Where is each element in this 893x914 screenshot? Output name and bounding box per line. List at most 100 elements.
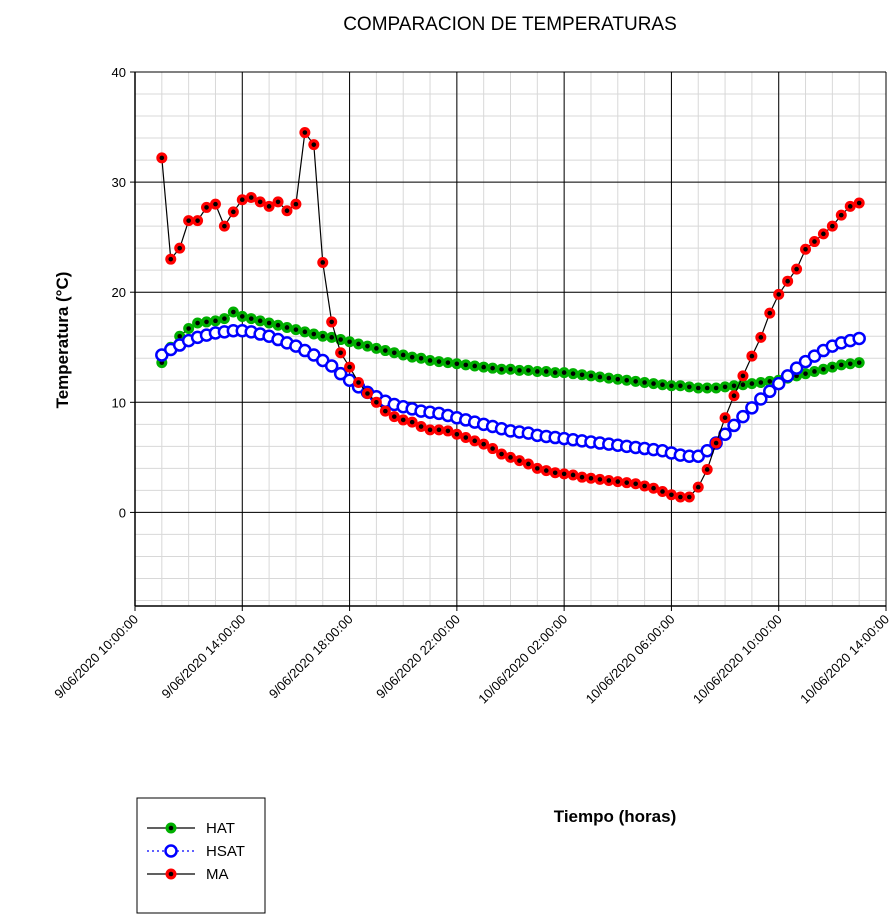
marker-inner — [722, 415, 728, 421]
marker-inner — [293, 201, 299, 207]
marker-inner — [785, 278, 790, 284]
marker — [648, 482, 660, 494]
marker-inner — [231, 209, 236, 215]
marker — [656, 485, 668, 497]
marker-inner — [561, 370, 567, 375]
marker-inner — [213, 201, 218, 207]
marker — [603, 474, 615, 486]
marker-inner — [239, 197, 245, 203]
marker — [165, 253, 177, 265]
marker-inner — [239, 314, 245, 319]
marker-inner — [543, 369, 549, 374]
marker-inner — [570, 472, 576, 478]
marker-inner — [213, 318, 218, 324]
marker — [817, 363, 829, 375]
marker — [603, 372, 615, 384]
marker — [630, 375, 642, 387]
marker-inner — [445, 428, 451, 434]
marker-inner — [579, 474, 585, 480]
marker — [263, 200, 275, 212]
marker-inner — [222, 316, 227, 321]
marker-inner — [481, 364, 486, 370]
marker-inner — [687, 384, 692, 390]
legend-marker — [164, 844, 178, 858]
marker — [281, 205, 293, 217]
marker — [612, 476, 624, 488]
marker — [388, 347, 400, 359]
marker-inner — [365, 343, 370, 349]
marker-inner — [257, 318, 263, 324]
marker — [719, 381, 731, 393]
marker-inner — [526, 461, 531, 467]
marker-inner — [472, 363, 478, 369]
marker — [540, 365, 552, 377]
marker — [433, 356, 445, 368]
marker-inner — [651, 381, 656, 386]
marker-inner — [177, 333, 183, 339]
marker-inner — [606, 375, 612, 381]
marker-inner — [266, 320, 272, 326]
marker — [505, 451, 516, 463]
marker — [710, 382, 722, 394]
marker — [567, 469, 579, 481]
y-axis-label: Temperatura (°C) — [53, 272, 72, 409]
marker-inner — [704, 467, 710, 472]
marker — [727, 418, 741, 433]
marker-inner — [758, 335, 764, 340]
marker — [424, 354, 436, 366]
marker-inner — [597, 374, 603, 380]
marker-inner — [329, 335, 334, 340]
marker — [736, 409, 750, 424]
legend-label: HAT — [206, 820, 235, 837]
marker-inner — [535, 466, 540, 471]
y-tick-label: 0 — [119, 505, 126, 520]
marker — [782, 275, 794, 287]
marker — [639, 480, 651, 492]
marker-inner — [776, 292, 782, 297]
marker — [513, 455, 525, 467]
marker-inner — [177, 245, 183, 251]
marker — [487, 362, 499, 374]
marker-inner — [722, 384, 728, 390]
marker — [469, 360, 481, 372]
marker-inner — [204, 319, 209, 325]
marker-inner — [409, 354, 415, 360]
x-axis-label: Tiempo (horas) — [554, 807, 676, 826]
marker — [209, 198, 221, 210]
marker-inner — [436, 427, 442, 433]
marker-inner — [311, 142, 317, 147]
marker — [487, 443, 499, 455]
marker-inner — [356, 341, 361, 347]
marker — [773, 288, 785, 300]
marker — [585, 472, 597, 484]
marker-inner — [588, 475, 594, 481]
marker — [585, 370, 597, 382]
marker-inner — [427, 358, 433, 363]
marker — [612, 373, 624, 385]
marker — [478, 438, 490, 450]
marker — [433, 424, 445, 436]
marker — [594, 371, 606, 383]
marker — [183, 215, 195, 227]
marker-inner — [830, 364, 835, 370]
marker-inner — [168, 256, 174, 262]
marker-inner — [651, 485, 656, 491]
marker-inner — [383, 408, 388, 414]
marker-inner — [695, 385, 701, 391]
marker — [299, 127, 311, 139]
x-tick-label: 10/06/2020 10:00:00 — [690, 612, 785, 707]
marker-inner — [391, 414, 397, 419]
marker-inner — [374, 346, 379, 351]
marker-inner — [740, 382, 746, 387]
marker — [361, 388, 373, 400]
x-tick-label: 10/06/2020 06:00:00 — [583, 612, 678, 707]
marker-inner — [838, 212, 844, 218]
marker — [710, 437, 722, 449]
marker — [665, 489, 677, 501]
marker-inner — [445, 360, 451, 365]
marker — [308, 328, 320, 340]
marker — [701, 382, 713, 394]
marker — [263, 317, 275, 329]
marker — [522, 458, 534, 470]
marker-inner — [606, 478, 612, 483]
